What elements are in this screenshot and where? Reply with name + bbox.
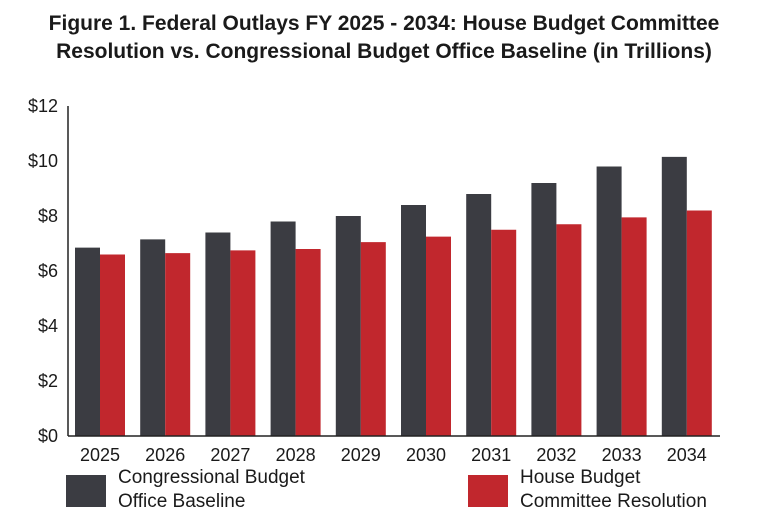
chart-title: Figure 1. Federal Outlays FY 2025 - 2034… [48, 12, 720, 63]
bar-cbo-2031 [466, 194, 492, 436]
x-tick-label-2025: 2025 [80, 445, 120, 465]
x-tick-label-2026: 2026 [145, 445, 185, 465]
bar-hbc-2026 [165, 253, 191, 436]
bars-group [75, 156, 712, 436]
legend-label-hbc-line1: House Budget [520, 467, 641, 488]
bar-hbc-2032 [556, 224, 582, 436]
x-axis: 2025 2026 2027 2028 2029 2030 2031 2032 2033 2034 [80, 445, 707, 465]
bar-cbo-2026 [140, 239, 166, 436]
legend-swatch-cbo [66, 475, 106, 507]
bar-hbc-2033 [621, 217, 647, 436]
x-tick-label-2033: 2033 [602, 445, 642, 465]
bar-cbo-2033 [596, 166, 622, 436]
legend-item-cbo: Congressional Budget Office Baseline [66, 466, 328, 514]
bar-hbc-2034 [686, 210, 712, 436]
bar-cbo-2028 [270, 221, 296, 436]
legend-item-hbc: House Budget Committee Resolution [468, 466, 730, 514]
legend-label-cbo-line2: Office Baseline [118, 491, 246, 512]
y-tick-label: $4 [38, 316, 58, 336]
bar-hbc-2025 [100, 254, 125, 436]
bar-cbo-2034 [661, 156, 687, 436]
bar-cbo-2032 [531, 183, 557, 436]
x-tick-label-2029: 2029 [341, 445, 381, 465]
bar-hbc-2031 [491, 229, 517, 436]
bar-cbo-2030 [401, 205, 426, 436]
x-tick-label-2034: 2034 [667, 445, 707, 465]
legend-label-cbo: Congressional Budget Office Baseline [118, 466, 328, 514]
y-tick-label: $12 [28, 96, 58, 116]
bar-cbo-2027 [205, 232, 231, 436]
y-axis: $0 $2 $4 $6 $8 $10 $12 [28, 96, 58, 446]
x-tick-label-2031: 2031 [471, 445, 511, 465]
legend-swatch-hbc [468, 475, 508, 507]
bar-cbo-2025 [75, 247, 100, 436]
y-tick-label: $2 [38, 371, 58, 391]
x-tick-label-2028: 2028 [276, 445, 316, 465]
legend-label-hbc: House Budget Committee Resolution [520, 466, 730, 514]
x-tick-label-2032: 2032 [536, 445, 576, 465]
x-tick-label-2030: 2030 [406, 445, 446, 465]
y-tick-label: $8 [38, 206, 58, 226]
y-tick-label: $10 [28, 151, 58, 171]
bar-hbc-2029 [360, 242, 386, 436]
legend-label-cbo-line1: Congressional Budget [118, 467, 305, 488]
bar-hbc-2028 [295, 249, 321, 436]
bar-cbo-2029 [335, 216, 361, 436]
bar-hbc-2027 [230, 250, 256, 436]
bar-hbc-2030 [426, 236, 451, 436]
y-tick-label: $6 [38, 261, 58, 281]
y-tick-label: $0 [38, 426, 58, 446]
legend-label-hbc-line2: Committee Resolution [520, 491, 707, 512]
x-tick-label-2027: 2027 [210, 445, 250, 465]
